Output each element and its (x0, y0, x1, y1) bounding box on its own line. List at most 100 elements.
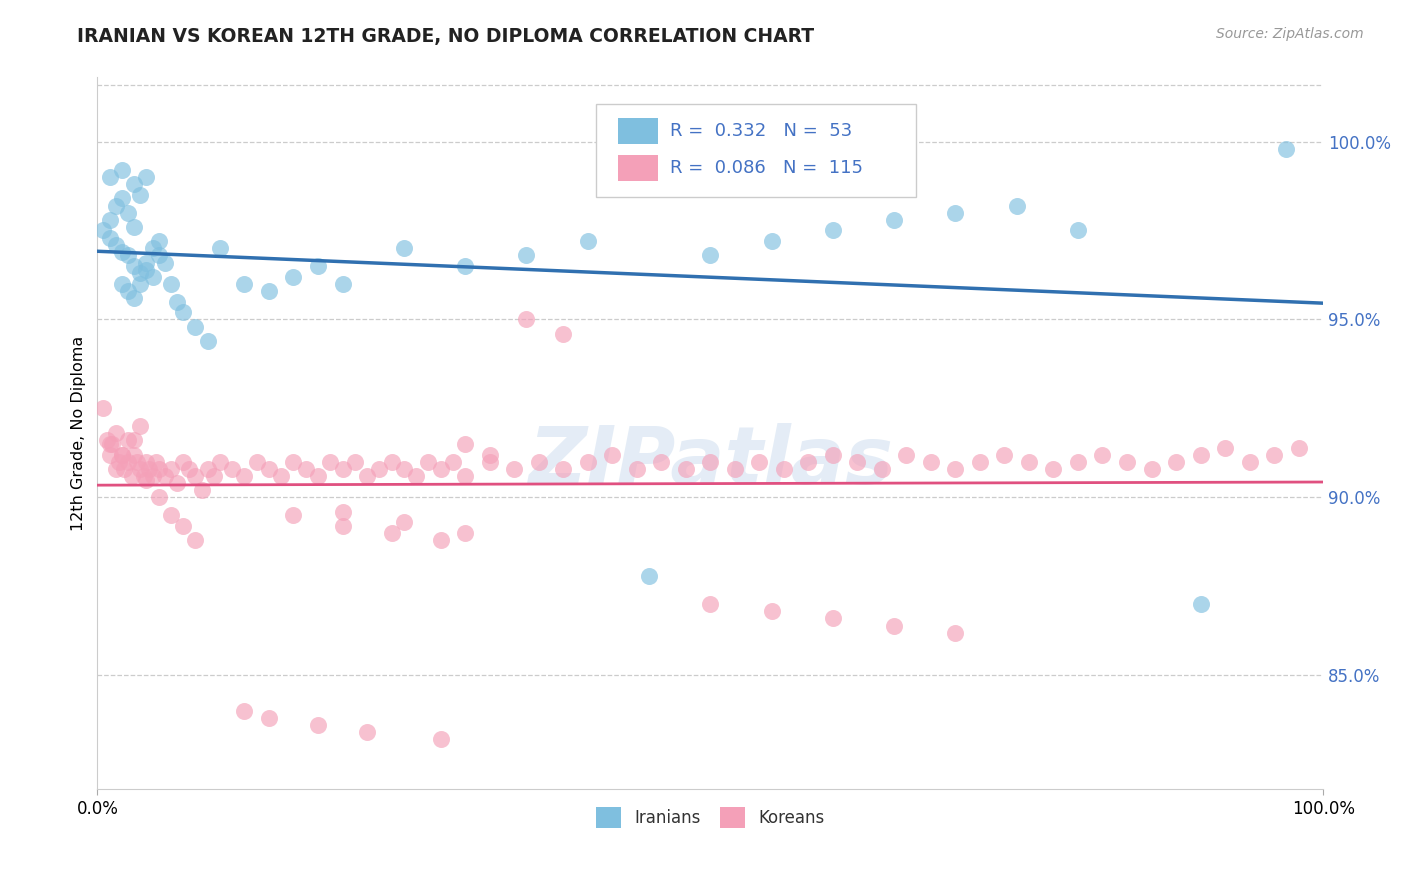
Point (650, 455, 672, 469)
Point (135, 473, 157, 487)
Point (283, 455, 305, 469)
Point (112, 462, 135, 476)
Point (896, 448, 918, 462)
Point (478, 455, 501, 469)
FancyBboxPatch shape (596, 103, 917, 197)
Point (846, 455, 869, 469)
Point (160, 508, 183, 523)
Point (111, 244, 134, 259)
Point (454, 526, 477, 541)
Point (1288, 441, 1310, 455)
Point (392, 516, 415, 530)
Point (283, 508, 305, 523)
Point (332, 462, 354, 476)
Point (283, 269, 305, 284)
Point (148, 234, 170, 248)
Point (343, 455, 366, 469)
Point (166, 476, 188, 491)
Point (821, 611, 844, 625)
Point (920, 455, 942, 469)
Point (117, 434, 139, 448)
Point (1067, 223, 1090, 237)
Point (699, 597, 721, 611)
Point (172, 455, 194, 469)
FancyBboxPatch shape (619, 118, 658, 144)
Point (626, 462, 648, 476)
Point (129, 462, 152, 476)
Text: Source: ZipAtlas.com: Source: ZipAtlas.com (1216, 27, 1364, 41)
Point (945, 462, 967, 476)
Point (257, 462, 280, 476)
Point (132, 469, 155, 483)
Point (111, 163, 134, 178)
Point (392, 462, 415, 476)
Point (93, 223, 115, 237)
Point (148, 491, 170, 505)
Point (1164, 455, 1187, 469)
Point (515, 248, 537, 262)
Point (1275, 142, 1298, 156)
Point (454, 259, 477, 273)
Point (122, 448, 145, 462)
Point (576, 455, 599, 469)
Point (98, 448, 121, 462)
Point (104, 462, 127, 476)
Point (319, 455, 342, 469)
Point (368, 462, 391, 476)
Point (553, 326, 575, 341)
Text: ZIPatlas: ZIPatlas (527, 423, 893, 500)
Point (197, 334, 219, 348)
Point (129, 266, 152, 280)
Point (184, 319, 207, 334)
Point (141, 469, 163, 483)
Point (576, 234, 599, 248)
Point (172, 519, 194, 533)
Point (332, 519, 354, 533)
Point (98, 437, 121, 451)
Point (332, 277, 354, 291)
Point (883, 618, 905, 632)
Point (122, 259, 145, 273)
Point (111, 448, 134, 462)
Point (111, 277, 134, 291)
Point (125, 455, 148, 469)
Text: R =  0.332   N =  53: R = 0.332 N = 53 (669, 122, 852, 140)
Point (104, 198, 127, 212)
Point (166, 294, 188, 309)
Point (1005, 198, 1028, 212)
Point (111, 448, 134, 462)
Point (96, 434, 118, 448)
Point (883, 212, 905, 227)
Point (93, 401, 115, 416)
Point (246, 455, 269, 469)
Point (1140, 462, 1163, 476)
Point (294, 462, 316, 476)
Point (429, 533, 451, 547)
Point (821, 448, 844, 462)
Point (122, 291, 145, 305)
Point (141, 241, 163, 255)
Point (257, 284, 280, 298)
Point (553, 462, 575, 476)
Point (148, 248, 170, 262)
Point (380, 455, 402, 469)
Point (135, 170, 157, 185)
Point (380, 526, 402, 541)
Point (454, 469, 477, 483)
Point (772, 462, 794, 476)
Point (699, 455, 721, 469)
FancyBboxPatch shape (619, 155, 658, 181)
Text: IRANIAN VS KOREAN 12TH GRADE, NO DIPLOMA CORRELATION CHART: IRANIAN VS KOREAN 12TH GRADE, NO DIPLOMA… (77, 27, 814, 45)
Point (122, 178, 145, 192)
Point (307, 469, 329, 483)
Point (148, 462, 170, 476)
Point (138, 462, 160, 476)
Point (129, 277, 152, 291)
Point (1042, 462, 1064, 476)
Point (184, 469, 207, 483)
Point (515, 312, 537, 326)
Point (1189, 597, 1212, 611)
Point (1213, 441, 1236, 455)
Point (145, 455, 167, 469)
Point (1018, 455, 1040, 469)
